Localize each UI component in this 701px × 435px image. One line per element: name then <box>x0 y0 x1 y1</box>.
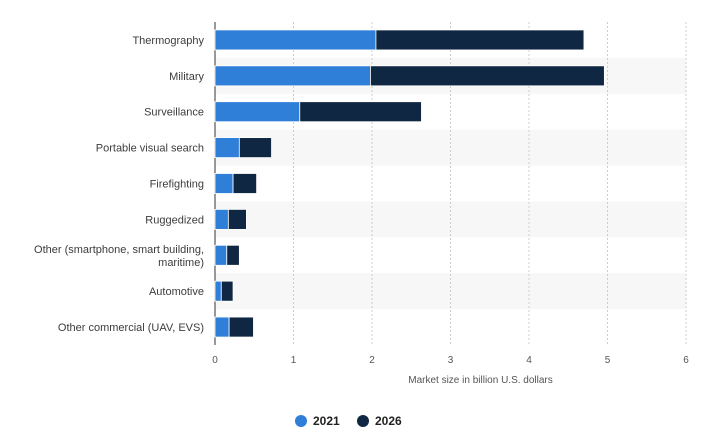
bars <box>214 29 605 338</box>
x-tick-label: 4 <box>526 355 532 366</box>
bar-2021-8[interactable] <box>214 316 230 338</box>
bar-2026-3[interactable] <box>238 137 272 159</box>
legend[interactable]: 2021 2026 <box>295 414 402 428</box>
bar-2026-6[interactable] <box>226 244 240 266</box>
category-label: Other (smartphone, smart building, mariti… <box>34 244 204 269</box>
bar-2021-2[interactable] <box>214 101 301 123</box>
x-tick-label: 1 <box>291 355 297 366</box>
bar-2026-7[interactable] <box>220 280 234 302</box>
x-tick-labels: 0 1 2 3 4 5 6 <box>212 355 689 366</box>
bar-2021-7[interactable] <box>214 280 222 302</box>
category-label: Automotive <box>149 286 204 298</box>
category-label: Other commercial (UAV, EVS) <box>58 322 204 334</box>
x-tick-label: 2 <box>369 355 375 366</box>
category-label: Military <box>169 71 204 83</box>
category-label: Ruggedized <box>145 214 204 226</box>
bar-2026-1[interactable] <box>370 65 605 87</box>
bar-2026-2[interactable] <box>299 101 422 123</box>
legend-item-2021[interactable]: 2021 <box>295 414 340 428</box>
legend-marker <box>357 415 369 427</box>
legend-label: 2026 <box>375 414 402 428</box>
bar-2021-1[interactable] <box>214 65 371 87</box>
bar-2021-6[interactable] <box>214 244 228 266</box>
bar-2021-0[interactable] <box>214 29 377 51</box>
category-label: Firefighting <box>150 179 204 191</box>
legend-label: 2021 <box>313 414 340 428</box>
x-axis-title: Market size in billion U.S. dollars <box>408 375 553 386</box>
bar-2026-5[interactable] <box>227 208 247 230</box>
legend-item-2026[interactable]: 2026 <box>357 414 402 428</box>
bar-2026-8[interactable] <box>228 316 254 338</box>
x-tick-label: 6 <box>683 355 689 366</box>
legend-marker <box>295 415 307 427</box>
bar-2021-5[interactable] <box>214 208 229 230</box>
category-label: Portable visual search <box>96 143 204 155</box>
x-tick-label: 5 <box>605 355 611 366</box>
bar-2021-3[interactable] <box>214 137 240 159</box>
category-labels: Thermography Military Surveillance Portable… <box>34 35 204 334</box>
x-tick-label: 0 <box>212 355 218 366</box>
category-label: Thermography <box>132 35 204 47</box>
bar-2021-4[interactable] <box>214 173 234 194</box>
x-tick-label: 3 <box>448 355 454 366</box>
category-label: Surveillance <box>144 107 204 119</box>
bar-2026-4[interactable] <box>232 173 258 194</box>
bar-2026-0[interactable] <box>375 29 585 51</box>
